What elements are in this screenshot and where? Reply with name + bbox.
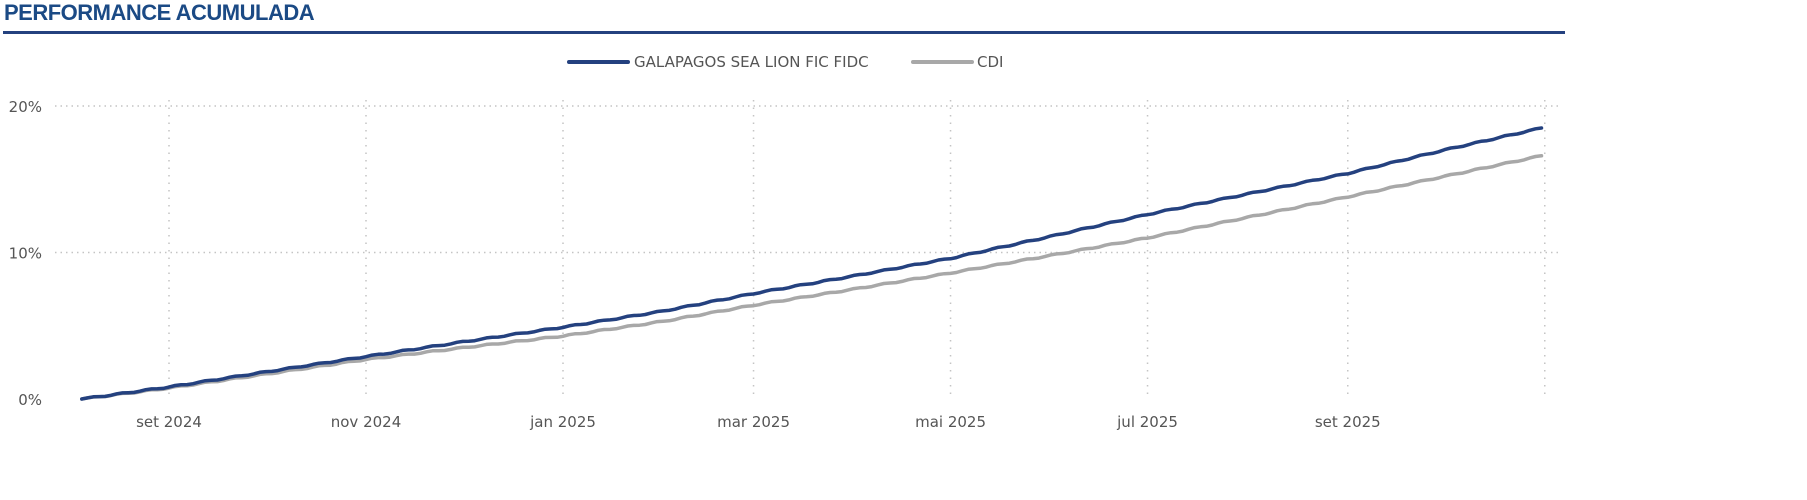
legend-label-fund[interactable]: GALAPAGOS SEA LION FIC FIDC — [634, 53, 869, 71]
y-tick-label: 0% — [18, 391, 42, 409]
y-tick-label: 10% — [9, 245, 42, 263]
series-line-fund[interactable] — [80, 126, 1544, 401]
x-tick-label: mar 2025 — [717, 413, 790, 431]
series-line-cdi[interactable] — [80, 154, 1544, 401]
title-divider — [3, 31, 1565, 34]
legend: GALAPAGOS SEA LION FIC FIDC CDI — [567, 53, 1003, 71]
x-tick-label: set 2024 — [136, 413, 202, 431]
page-title: PERFORMANCE ACUMULADA — [4, 0, 315, 25]
y-tick-label: 20% — [9, 98, 42, 116]
x-tick-label: jul 2025 — [1116, 413, 1178, 431]
x-tick-label: mai 2025 — [915, 413, 986, 431]
x-tick-label: jan 2025 — [529, 413, 596, 431]
legend-label-cdi[interactable]: CDI — [977, 53, 1003, 71]
x-tick-label: set 2025 — [1315, 413, 1381, 431]
x-tick-label: nov 2024 — [331, 413, 402, 431]
